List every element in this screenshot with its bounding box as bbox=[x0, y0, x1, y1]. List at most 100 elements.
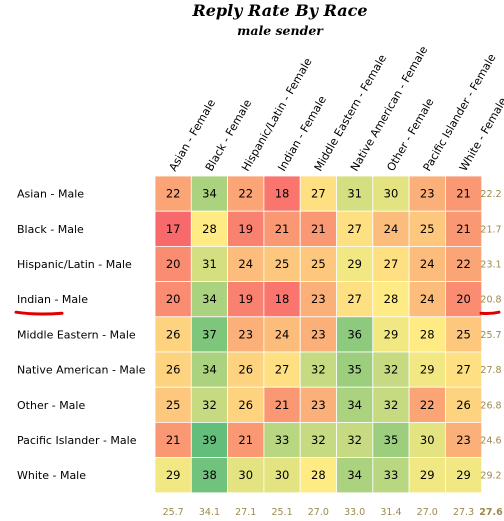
heatmap-cell bbox=[263, 316, 301, 353]
cell-value: 24 bbox=[238, 257, 253, 271]
cell-value: 23 bbox=[420, 187, 435, 201]
heatmap-cell bbox=[336, 210, 374, 247]
heatmap-cell bbox=[227, 386, 265, 423]
heatmap-cell bbox=[408, 175, 446, 212]
cell-value: 25 bbox=[420, 222, 435, 236]
heatmap-cell bbox=[154, 245, 192, 282]
heatmap-cell bbox=[408, 316, 446, 353]
cell-value: 28 bbox=[202, 222, 217, 236]
column-average: 27.3 bbox=[453, 507, 474, 518]
row-label: Asian - Male bbox=[17, 188, 84, 201]
heatmap-cell bbox=[408, 386, 446, 423]
cell-value: 39 bbox=[202, 433, 217, 447]
cell-value: 30 bbox=[420, 433, 435, 447]
cell-value: 22 bbox=[238, 187, 253, 201]
cell-value: 28 bbox=[420, 327, 435, 341]
cell-value: 26 bbox=[456, 398, 471, 412]
cell-value: 30 bbox=[384, 187, 399, 201]
heatmap-cell bbox=[372, 351, 410, 388]
heatmap-cell bbox=[263, 351, 301, 388]
cell-value: 31 bbox=[347, 187, 362, 201]
heatmap-cell bbox=[227, 421, 265, 458]
cell-value: 32 bbox=[384, 363, 399, 377]
row-average: 21.7 bbox=[480, 224, 501, 235]
cell-value: 26 bbox=[238, 398, 253, 412]
cell-value: 29 bbox=[347, 257, 362, 271]
cell-value: 38 bbox=[202, 468, 217, 482]
cell-value: 34 bbox=[347, 398, 362, 412]
heatmap-cells: 22 34 22 18 27 31 30 23 21 17 28 19 21 21 27 24 25 21 20 31… bbox=[154, 175, 483, 494]
cell-value: 29 bbox=[420, 468, 435, 482]
heatmap-cell bbox=[190, 316, 229, 353]
heatmap-cell bbox=[263, 457, 301, 494]
underline-annotation-right bbox=[479, 310, 501, 316]
cell-value: 21 bbox=[238, 433, 253, 447]
heatmap-cell bbox=[408, 281, 446, 318]
cell-value: 32 bbox=[202, 398, 217, 412]
cell-value: 27 bbox=[384, 257, 399, 271]
cell-value: 20 bbox=[456, 292, 471, 306]
cell-value: 32 bbox=[311, 433, 326, 447]
heatmap-cell bbox=[154, 457, 192, 494]
heatmap-cell bbox=[299, 457, 337, 494]
underline-annotation-left bbox=[14, 310, 64, 316]
cell-value: 29 bbox=[384, 327, 399, 341]
row-label: Indian - Male bbox=[17, 293, 88, 306]
column-label: Hispanic/Latin - Female bbox=[239, 56, 315, 174]
heatmap-cell bbox=[336, 316, 374, 353]
heatmap-cell bbox=[444, 175, 483, 212]
cell-value: 27 bbox=[456, 363, 471, 377]
chart-subtitle: male sender bbox=[237, 23, 324, 38]
cell-value: 24 bbox=[420, 292, 435, 306]
heatmap-cell bbox=[336, 245, 374, 282]
heatmap-cell bbox=[263, 210, 301, 247]
column-averages: 25.7 34.1 27.1 25.1 27.0 33.0 31.4 27.0 27.3 bbox=[163, 507, 475, 518]
row-label: Other - Male bbox=[17, 399, 85, 412]
cell-value: 37 bbox=[202, 327, 217, 341]
cell-value: 35 bbox=[384, 433, 399, 447]
cell-value: 21 bbox=[456, 222, 471, 236]
cell-value: 22 bbox=[420, 398, 435, 412]
heatmap-cell bbox=[154, 210, 192, 247]
row-average: 24.6 bbox=[480, 436, 501, 447]
cell-value: 24 bbox=[420, 257, 435, 271]
cell-value: 23 bbox=[456, 433, 471, 447]
cell-value: 34 bbox=[202, 363, 217, 377]
heatmap-cell bbox=[154, 421, 192, 458]
column-label: Middle Eastern - Female bbox=[312, 52, 390, 173]
row-label: Black - Male bbox=[17, 223, 84, 236]
heatmap-cell bbox=[299, 210, 337, 247]
column-average: 31.4 bbox=[380, 507, 401, 518]
column-average: 25.7 bbox=[163, 507, 184, 518]
column-average: 27.0 bbox=[417, 507, 438, 518]
row-average: 25.7 bbox=[480, 330, 501, 341]
cell-value: 23 bbox=[311, 327, 326, 341]
cell-value: 23 bbox=[311, 398, 326, 412]
cell-value: 24 bbox=[384, 222, 399, 236]
cell-value: 21 bbox=[275, 398, 290, 412]
row-labels: Asian - Male Black - Male Hispanic/Latin -… bbox=[17, 188, 146, 483]
cell-value: 26 bbox=[166, 327, 181, 341]
cell-value: 32 bbox=[384, 398, 399, 412]
chart-title: Reply Rate By Race bbox=[191, 1, 367, 20]
cell-value: 25 bbox=[456, 327, 471, 341]
cell-value: 27 bbox=[347, 292, 362, 306]
heatmap-cell bbox=[227, 457, 265, 494]
heatmap-cell bbox=[444, 351, 483, 388]
row-average: 23.1 bbox=[480, 260, 501, 271]
cell-value: 21 bbox=[275, 222, 290, 236]
cell-value: 19 bbox=[238, 292, 253, 306]
cell-value: 30 bbox=[275, 468, 290, 482]
column-average: 27.1 bbox=[235, 507, 256, 518]
cell-value: 27 bbox=[347, 222, 362, 236]
column-average: 33.0 bbox=[344, 507, 365, 518]
heatmap-cell bbox=[372, 210, 410, 247]
cell-value: 28 bbox=[384, 292, 399, 306]
cell-value: 36 bbox=[347, 327, 362, 341]
heatmap-cell bbox=[263, 281, 301, 318]
heatmap-cell bbox=[190, 351, 229, 388]
heatmap-cell bbox=[336, 457, 374, 494]
heatmap-cell bbox=[444, 386, 483, 423]
column-label: Pacific Islander - Female bbox=[421, 51, 499, 173]
